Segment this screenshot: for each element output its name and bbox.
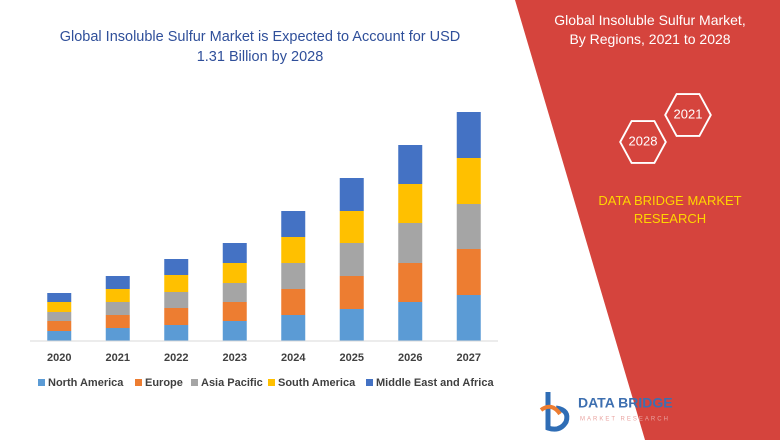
bar-segment <box>456 158 481 204</box>
x-tick-label: 2027 <box>457 352 481 364</box>
bar-segment <box>222 263 247 283</box>
bar-segment <box>222 302 247 321</box>
side-title: Global Insoluble Sulfur Market, By Regio… <box>554 12 746 47</box>
logo-tagline: MARKET RESEARCH <box>580 417 670 423</box>
legend-label: Europe <box>145 377 183 389</box>
bar-segment <box>164 292 189 308</box>
bar-segment <box>105 328 130 341</box>
brand-text: DATA BRIDGE MARKET RESEARCH <box>598 193 742 226</box>
side-panel-bg <box>515 0 780 440</box>
logo: DATA BRIDGE MARKET RESEARCH <box>539 392 673 432</box>
bar-segment <box>339 243 364 276</box>
bar-segment <box>398 263 423 302</box>
bar-segment <box>47 293 72 302</box>
bar-segment <box>47 331 72 341</box>
bar-segment <box>339 211 364 243</box>
bar-segment <box>398 145 423 184</box>
bar-segment <box>456 295 481 341</box>
bar-segment <box>456 112 481 158</box>
x-tick-label: 2025 <box>340 352 364 364</box>
x-tick-label: 2026 <box>398 352 422 364</box>
x-tick-label: 2021 <box>106 352 130 364</box>
badge-hexagon <box>619 120 667 164</box>
x-tick-label: 2023 <box>223 352 247 364</box>
logo-icon <box>539 404 562 416</box>
bar-segment <box>164 275 189 292</box>
x-tick-label: 2024 <box>281 352 306 364</box>
bar-segment <box>222 243 247 263</box>
bar-segment <box>339 178 364 211</box>
bar-segment <box>281 211 306 237</box>
bar-segment <box>105 302 130 315</box>
chart-title: Global Insoluble Sulfur Market is Expect… <box>59 29 461 65</box>
legend-label: South America <box>278 377 356 389</box>
bar-segment <box>398 184 423 223</box>
bar-segment <box>164 325 189 341</box>
bar-segment <box>105 276 130 289</box>
bar-segment <box>398 223 423 263</box>
legend-swatch <box>38 379 45 386</box>
legend-swatch <box>135 379 142 386</box>
legend-swatch <box>191 379 198 386</box>
bar-segment <box>456 204 481 249</box>
bar-segment <box>339 309 364 341</box>
bar-segment <box>281 315 306 341</box>
logo-icon <box>545 392 570 432</box>
legend-swatch <box>366 379 373 386</box>
legend-label: Middle East and Africa <box>376 377 494 389</box>
legend-label: Asia Pacific <box>201 377 263 389</box>
bar-segment <box>398 302 423 341</box>
x-tick-label: 2022 <box>164 352 188 364</box>
bar-segment <box>164 308 189 325</box>
bar-segment <box>105 315 130 328</box>
badge-label: 2028 <box>629 133 658 148</box>
bar-segment <box>47 312 72 321</box>
legend-swatch <box>268 379 275 386</box>
badge-hexagon <box>664 93 712 137</box>
x-tick-label: 2020 <box>47 352 71 364</box>
logo-name: DATA BRIDGE <box>578 395 673 411</box>
bar-segment <box>281 263 306 289</box>
bar-segment <box>222 283 247 302</box>
bar-segment <box>281 289 306 315</box>
badge-label: 2021 <box>674 106 703 121</box>
bar-segment <box>164 259 189 275</box>
bar-segment <box>47 321 72 331</box>
bar-segment <box>222 321 247 341</box>
bar-segment <box>281 237 306 263</box>
bar-segment <box>47 302 72 312</box>
bar-segment <box>339 276 364 309</box>
bar-segment <box>456 249 481 295</box>
legend-label: North America <box>48 377 124 389</box>
bar-segment <box>105 289 130 302</box>
